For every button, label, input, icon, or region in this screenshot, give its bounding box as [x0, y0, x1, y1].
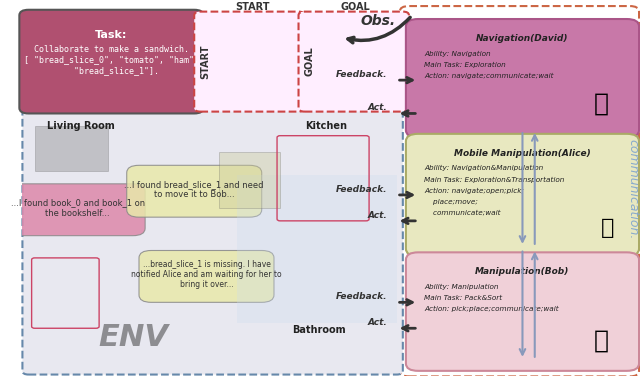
FancyBboxPatch shape: [22, 108, 403, 374]
Text: Mobile Manipulation(Alice): Mobile Manipulation(Alice): [454, 149, 591, 158]
Text: communication.: communication.: [627, 139, 639, 240]
FancyBboxPatch shape: [10, 184, 145, 236]
FancyBboxPatch shape: [406, 19, 639, 138]
Bar: [35, 126, 108, 171]
Text: Manipulation(Bob): Manipulation(Bob): [476, 267, 570, 276]
FancyBboxPatch shape: [298, 12, 409, 112]
Text: Main Task: Exploration&Transportation: Main Task: Exploration&Transportation: [424, 176, 564, 182]
Text: place;move;: place;move;: [424, 199, 478, 205]
Text: Action: pick;place;communicate;wait: Action: pick;place;communicate;wait: [424, 306, 559, 312]
Bar: [237, 174, 397, 323]
Text: ...bread_slice_1 is missing. I have
notified Alice and am waiting for her to
bri: ...bread_slice_1 is missing. I have noti…: [131, 260, 282, 290]
Text: Navigation(David): Navigation(David): [476, 34, 569, 43]
Text: START: START: [200, 44, 211, 79]
Text: Collaborate to make a sandwich.
[ "bread_slice_0", "tomato", "ham",
  "bread_sli: Collaborate to make a sandwich. [ "bread…: [24, 45, 199, 75]
Text: 🦾: 🦾: [593, 328, 609, 352]
Text: 🚜: 🚜: [593, 91, 609, 115]
Text: Bathroom: Bathroom: [292, 325, 346, 335]
Text: Obs.: Obs.: [361, 14, 396, 28]
FancyBboxPatch shape: [127, 165, 262, 217]
Text: 🤖: 🤖: [601, 218, 614, 238]
Text: Act.: Act.: [368, 318, 387, 327]
Text: START: START: [236, 2, 269, 12]
Text: ...I found book_0 and book_1 on
the bookshelf...: ...I found book_0 and book_1 on the book…: [11, 198, 145, 218]
Text: Kitchen: Kitchen: [305, 121, 347, 132]
Text: Ability: Navigation&Manipulation: Ability: Navigation&Manipulation: [424, 165, 543, 171]
Text: Feedback.: Feedback.: [336, 185, 387, 194]
Text: Action: navigate;communicate;wait: Action: navigate;communicate;wait: [424, 73, 554, 79]
Text: Living Room: Living Room: [47, 121, 115, 132]
Text: Act.: Act.: [368, 211, 387, 220]
Bar: [219, 152, 280, 208]
Text: ...I found bread_slice_1 and need
to move it to Bob...: ...I found bread_slice_1 and need to mov…: [124, 180, 264, 199]
FancyBboxPatch shape: [406, 252, 639, 371]
Text: Ability: Manipulation: Ability: Manipulation: [424, 284, 499, 290]
Text: Main Task: Exploration: Main Task: Exploration: [424, 62, 506, 68]
Text: Act.: Act.: [368, 103, 387, 112]
FancyBboxPatch shape: [406, 134, 639, 256]
FancyBboxPatch shape: [194, 12, 305, 112]
Text: Feedback.: Feedback.: [336, 292, 387, 301]
Text: communicate;wait: communicate;wait: [424, 210, 501, 216]
FancyBboxPatch shape: [19, 10, 204, 114]
Text: Action: navigate;open;pick;: Action: navigate;open;pick;: [424, 188, 524, 194]
FancyBboxPatch shape: [139, 250, 274, 302]
Text: Main Task: Pack&Sort: Main Task: Pack&Sort: [424, 295, 502, 301]
Text: Feedback.: Feedback.: [336, 70, 387, 79]
Text: Task:: Task:: [95, 30, 127, 40]
Text: GOAL: GOAL: [340, 2, 370, 12]
Text: Ability: Navigation: Ability: Navigation: [424, 50, 491, 57]
Text: ENV: ENV: [98, 323, 168, 352]
Text: GOAL: GOAL: [305, 47, 315, 76]
